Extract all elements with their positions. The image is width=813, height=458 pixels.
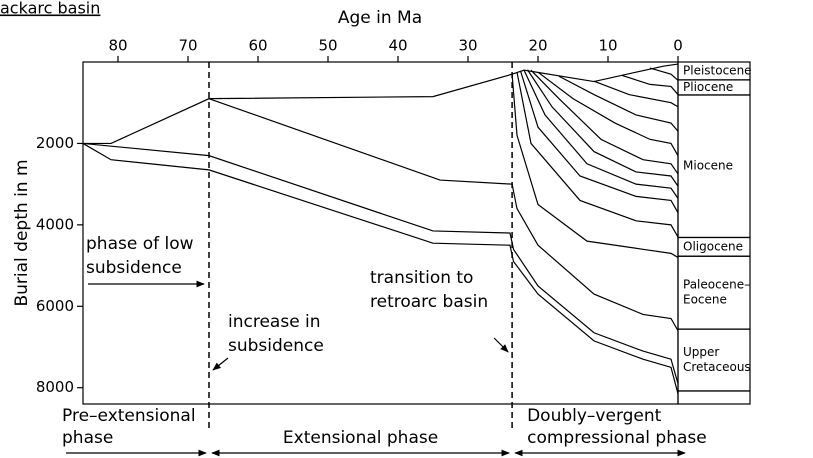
- phase-label: compressional phase: [527, 428, 707, 448]
- burial-curve: [511, 74, 679, 258]
- strat-label: Pliocene: [683, 80, 733, 94]
- x-tick-label: 30: [458, 37, 477, 55]
- annotation: phase of low: [86, 234, 194, 254]
- annotation: retroarc basin: [370, 292, 488, 312]
- y-tick-label: 8000: [36, 378, 74, 396]
- annotation: subsidence: [228, 336, 324, 356]
- burial-curve: [83, 63, 679, 145]
- x-tick-label: 70: [178, 37, 197, 55]
- y-axis-label: Burial depth in m: [12, 159, 32, 306]
- arrow: [212, 357, 229, 371]
- annotation: subsidence: [86, 258, 182, 278]
- burial-curve: [516, 72, 679, 238]
- burial-curve: [558, 75, 679, 132]
- x-tick-label: 60: [248, 37, 267, 55]
- strat-label: Miocene: [683, 159, 733, 173]
- x-tick-label: 10: [598, 37, 617, 55]
- burial-curve: [523, 69, 679, 199]
- y-tick-label: 6000: [36, 297, 74, 315]
- burial-curve: [519, 70, 679, 213]
- x-tick-label: 40: [388, 37, 407, 55]
- y-tick-label: 2000: [36, 134, 74, 152]
- y-tick-label: 4000: [36, 215, 74, 233]
- strat-label: Eocene: [683, 293, 727, 307]
- phase-label: Doubly–vergent: [527, 406, 662, 426]
- burial-curve: [82, 142, 679, 394]
- x-tick-label: 20: [528, 37, 547, 55]
- strat-label: Paleocene–: [683, 278, 750, 292]
- plot-frame: [82, 61, 679, 405]
- burial-curve: [82, 142, 679, 384]
- phase-label: Extensional phase: [283, 428, 438, 448]
- burial-curve: [526, 69, 679, 187]
- strat-label: Cretaceous: [683, 360, 751, 374]
- burial-curve: [649, 67, 679, 81]
- strat-unit: [677, 390, 751, 405]
- x-axis-label: Age in Ma: [338, 8, 422, 28]
- burial-curve: [621, 74, 679, 95]
- x-tick-label: 50: [318, 37, 337, 55]
- strat-label: Upper: [683, 345, 719, 359]
- x-tick-label: 0: [673, 37, 683, 55]
- x-tick-label: 80: [108, 37, 127, 55]
- chart-title: ackarc basin: [0, 0, 100, 18]
- strat-label: Oligocene: [683, 239, 743, 253]
- burial-curve: [593, 80, 679, 108]
- burial-curve: [530, 69, 679, 175]
- burial-curve: [208, 98, 679, 332]
- annotation: transition to: [370, 268, 473, 288]
- phase-label: phase: [62, 428, 113, 448]
- annotation: increase in: [228, 312, 321, 332]
- burial-curve: [537, 71, 679, 156]
- phase-label: Pre–extensional: [62, 406, 196, 426]
- arrow: [493, 337, 509, 353]
- strat-label: Pleistocene: [683, 63, 752, 77]
